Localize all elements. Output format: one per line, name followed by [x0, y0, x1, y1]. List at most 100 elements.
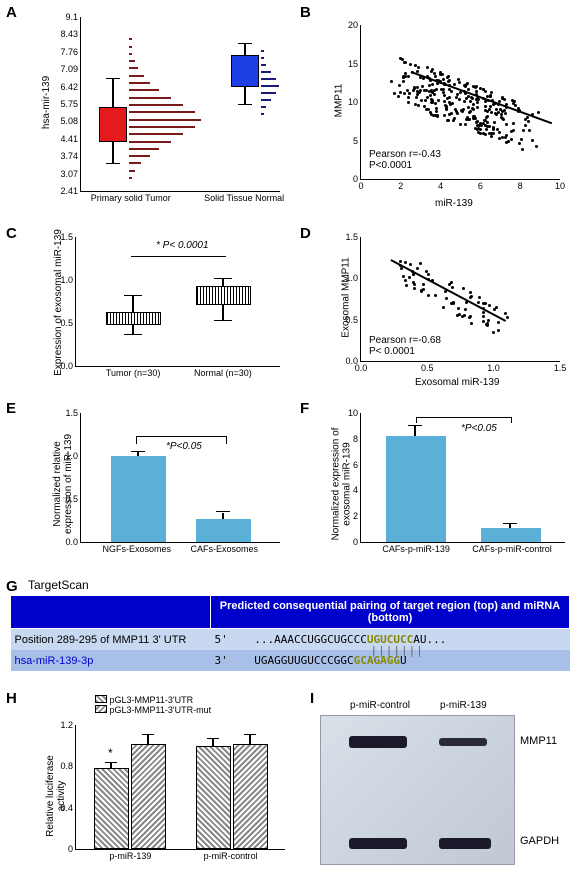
f-ylabel: Normalized expression ofexosomal miR-139	[330, 428, 352, 541]
d-xtick: 0.5	[421, 361, 434, 373]
i-band2: GAPDH	[520, 835, 559, 847]
panel-g: Predicted consequential pairing of targe…	[10, 595, 570, 671]
f-bar-1	[386, 436, 446, 542]
f-ytick: 2	[353, 511, 361, 521]
b-xtick: 4	[438, 179, 443, 191]
a-ytick: 8.43	[60, 29, 81, 39]
c-box-tumor	[106, 312, 161, 325]
panel-b-label: B	[300, 4, 311, 21]
a-ytick: 3.74	[60, 151, 81, 161]
a-xtick: Primary solid Tumor	[91, 191, 171, 203]
i-band1: MMP11	[520, 735, 557, 747]
panel-d: 0.0 0.5 1.0 1.5 0.0 0.5 1.0 1.5 Pearson …	[330, 232, 570, 392]
e-xtick: NGFs-Exosomes	[102, 542, 171, 554]
b-stat1: Pearson r=-0.43	[369, 149, 441, 160]
h-ytick: 0	[68, 844, 76, 854]
b-stat2: P<0.0001	[369, 160, 441, 171]
e-ylabel: Normalized relativeexpression of miR-139	[52, 434, 74, 534]
b-xtick: 6	[478, 179, 483, 191]
b-xtick: 10	[555, 179, 565, 191]
panel-b: 0 5 10 15 20 0 2 4 6 8 10 Pearson r=-0.4…	[330, 20, 570, 210]
panel-a: 2.41 3.07 3.74 4.41 5.08 5.75 6.42 7.09 …	[50, 12, 280, 212]
a-ytick: 5.08	[60, 116, 81, 126]
a-ylabel: hsa-mir-139	[41, 76, 52, 129]
panel-h-label: H	[6, 690, 17, 707]
i-lane1: p-miR-control	[350, 700, 410, 711]
f-ytick: 4	[353, 485, 361, 495]
g-title: TargetScan	[28, 578, 89, 592]
e-bar-caf	[196, 519, 251, 542]
h-ylabel: Relative luciferaseactivity	[45, 755, 67, 837]
panel-e: 0.0 0.5 1.0 1.5 *P<0.05 NGFs-Exosomes CA…	[50, 408, 290, 568]
panel-c-label: C	[6, 225, 17, 242]
b-xlabel: miR-139	[435, 198, 473, 209]
c-sig: * P< 0.0001	[156, 240, 209, 251]
e-xtick: CAFs-Exosomes	[191, 542, 259, 554]
h-legend2: pGL3-MMP11-3'UTR-mut	[110, 705, 212, 715]
f-bar-2	[481, 528, 541, 542]
c-ylabel: Expression of exosomal miR-139	[53, 229, 64, 376]
g-row1-col1: Position 289-295 of MMP11 3' UTR	[11, 629, 211, 651]
h-bar	[94, 768, 129, 849]
panel-d-label: D	[300, 225, 311, 242]
b-ytick: 10	[348, 97, 361, 107]
a-ytick: 9.1	[65, 12, 81, 22]
a-tumor-box	[99, 107, 127, 142]
c-xtick: Tumor (n=30)	[106, 366, 160, 378]
d-xlabel: Exosomal miR-139	[415, 377, 499, 388]
f-sig: *P<0.05	[461, 423, 497, 434]
h-bar	[233, 744, 268, 849]
panel-a-label: A	[6, 4, 17, 21]
h-xtick: p-miR-control	[204, 849, 258, 861]
f-ytick: 10	[348, 408, 361, 418]
g-header2: Predicted consequential pairing of targe…	[211, 596, 570, 629]
b-ytick: 20	[348, 20, 361, 30]
panel-g-label: G	[6, 578, 18, 595]
h-bar	[196, 746, 231, 849]
h-bar	[131, 744, 166, 849]
d-xtick: 0.0	[355, 361, 368, 373]
f-xtick: CAFs-p-miR-control	[472, 542, 552, 554]
panel-f: 0 2 4 6 8 10 *P<0.05 CAFs-p-miR-139 CAFs…	[330, 408, 575, 568]
b-ytick: 15	[348, 59, 361, 69]
b-xtick: 8	[518, 179, 523, 191]
e-sig: *P<0.05	[166, 441, 202, 452]
d-stat1: Pearson r=-0.68	[369, 335, 441, 346]
c-box-normal	[196, 286, 251, 305]
panel-f-label: F	[300, 400, 309, 417]
g-row2-col2: ||||||| 3' UGAGGUUGUCCCGGCGCAGAGGU	[211, 650, 570, 671]
f-ytick: 6	[353, 460, 361, 470]
h-ytick: 1.2	[60, 720, 76, 730]
a-ytick: 2.41	[60, 186, 81, 196]
d-xtick: 1.0	[487, 361, 500, 373]
a-ytick: 5.75	[60, 99, 81, 109]
d-ytick: 1.5	[345, 232, 361, 242]
e-ytick: 0.0	[65, 537, 81, 547]
i-lane2: p-miR-139	[440, 700, 487, 711]
b-ytick: 5	[353, 136, 361, 146]
h-xtick: p-miR-139	[109, 849, 151, 861]
h-sig: *	[108, 746, 113, 760]
a-ytick: 3.07	[60, 169, 81, 179]
g-header1	[11, 596, 211, 629]
f-xtick: CAFs-p-miR-139	[382, 542, 450, 554]
c-xtick: Normal (n=30)	[194, 366, 252, 378]
a-ytick: 6.42	[60, 82, 81, 92]
g-row2-col1: hsa-miR-139-3p	[11, 650, 211, 671]
panel-h: pGL3-MMP11-3'UTR pGL3-MMP11-3'UTR-mut 0 …	[40, 695, 300, 885]
d-ylabel: Exosomal MMP11	[341, 257, 352, 337]
b-ylabel: MMP11	[333, 84, 344, 118]
b-xtick: 0	[358, 179, 363, 191]
d-stat2: P< 0.0001	[369, 346, 441, 357]
e-ytick: 1.5	[65, 408, 81, 418]
panel-i: p-miR-control p-miR-139 MMP11 GAPDH	[320, 700, 575, 880]
a-ytick: 7.76	[60, 47, 81, 57]
b-xtick: 2	[398, 179, 403, 191]
f-ytick: 8	[353, 434, 361, 444]
panel-c: 0.0 0.5 1.0 1.5 * P< 0.0001 Tumor (n=30)…	[40, 232, 290, 392]
a-ytick: 7.09	[60, 64, 81, 74]
h-legend1: pGL3-MMP11-3'UTR	[110, 695, 194, 705]
i-blot	[320, 715, 515, 865]
d-xtick: 1.5	[554, 361, 567, 373]
panel-e-label: E	[6, 400, 16, 417]
